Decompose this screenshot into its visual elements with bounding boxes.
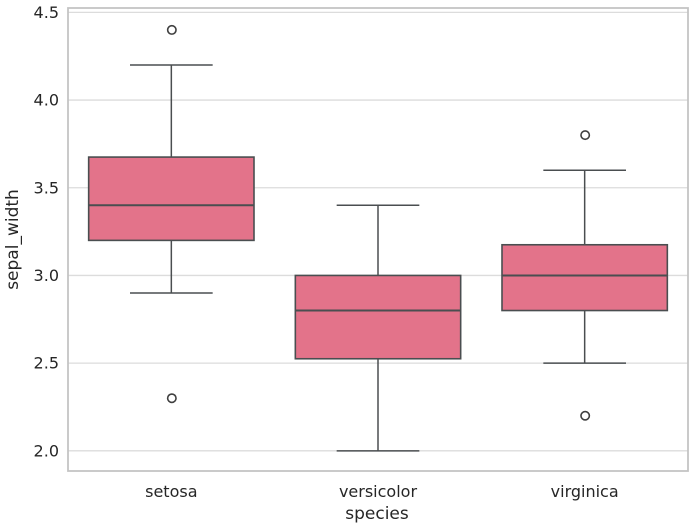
outlier-point (166, 393, 177, 404)
x-tick-label: setosa (145, 482, 197, 501)
iqr-box (501, 243, 669, 312)
y-tick-label: 4.0 (34, 91, 59, 110)
outlier-point (580, 130, 591, 141)
x-axis-label: species (345, 504, 409, 524)
y-tick-label: 2.0 (34, 441, 59, 460)
box-setosa (87, 24, 255, 404)
y-tick-label: 3.5 (34, 178, 59, 197)
iqr-box (294, 274, 462, 360)
y-tick-labels: 2.0 2.5 3.0 3.5 4.0 4.5 (34, 3, 59, 460)
x-tick-label: virginica (551, 482, 619, 501)
y-tick-label: 4.5 (34, 3, 59, 22)
boxes (87, 24, 669, 452)
y-tick-label: 2.5 (34, 354, 59, 373)
box-versicolor (294, 204, 462, 452)
outlier-point (580, 410, 591, 421)
iqr-box (87, 156, 255, 242)
x-tick-label: versicolor (339, 482, 417, 501)
outlier-point (166, 24, 177, 35)
axes-border (67, 7, 689, 472)
box-virginica (501, 130, 669, 421)
x-tick-labels: setosa versicolor virginica (145, 482, 619, 501)
y-axis-label: sepal_width (3, 189, 23, 290)
plot-border (67, 7, 689, 472)
y-tick-label: 3.0 (34, 266, 59, 285)
